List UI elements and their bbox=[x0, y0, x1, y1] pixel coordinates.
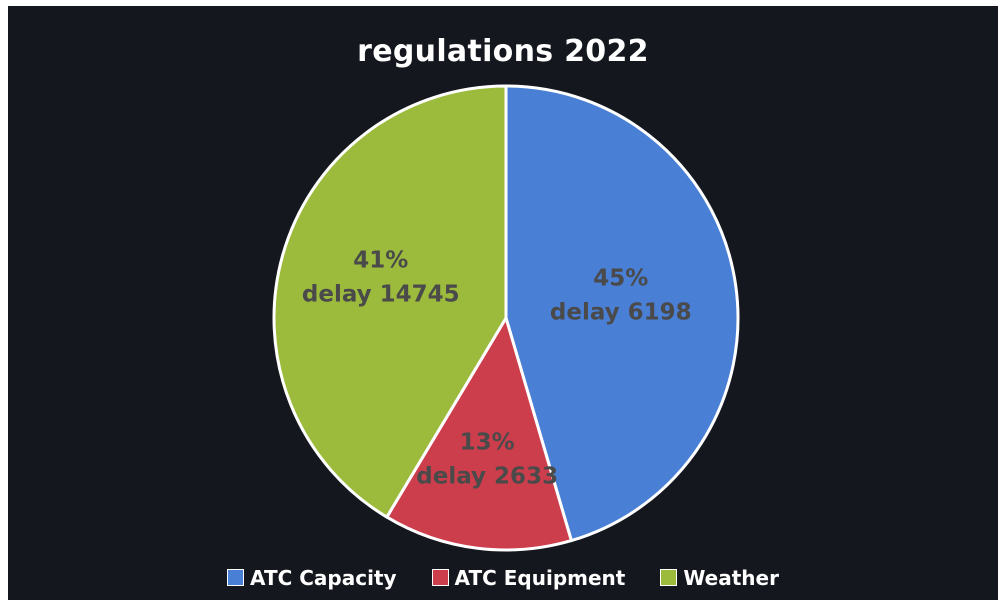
legend-label-atc-capacity: ATC Capacity bbox=[250, 565, 397, 590]
legend-label-atc-equipment: ATC Equipment bbox=[454, 565, 626, 590]
pie-slice-weather bbox=[272, 84, 508, 519]
legend-label-weather: Weather bbox=[683, 565, 779, 590]
legend-item-atc-equipment: ATC Equipment bbox=[431, 565, 626, 590]
legend-swatch-atc-equipment bbox=[431, 568, 449, 586]
pie-chart: 45% delay 6198 13% delay 2633 41% delay 14745 bbox=[272, 84, 740, 552]
slice-delay-label-weather: delay 14745 bbox=[302, 281, 460, 307]
slice-percent-label-weather: 41% bbox=[353, 247, 408, 273]
legend-swatch-weather bbox=[660, 568, 678, 586]
slice-delay-label-atc-equipment: delay 2633 bbox=[416, 463, 558, 489]
chart-title: regulations 2022 bbox=[357, 34, 649, 69]
legend-item-atc-capacity: ATC Capacity bbox=[227, 566, 397, 590]
chart-frame: regulations 2022 45% delay 6198 13% delay 2… bbox=[8, 6, 998, 600]
pie-slice-atc-equipment bbox=[385, 316, 573, 552]
legend-item-weather: Weather bbox=[660, 566, 779, 590]
legend-swatch-atc-capacity bbox=[227, 568, 245, 586]
chart-legend: ATC Capacity ATC Equipment Weather bbox=[8, 564, 998, 590]
pie-slice-atc-capacity bbox=[504, 84, 740, 543]
slice-percent-label-atc-equipment: 13% bbox=[460, 429, 515, 455]
slice-percent-label-atc-capacity: 45% bbox=[593, 266, 648, 292]
slice-delay-label-atc-capacity: delay 6198 bbox=[550, 300, 692, 326]
